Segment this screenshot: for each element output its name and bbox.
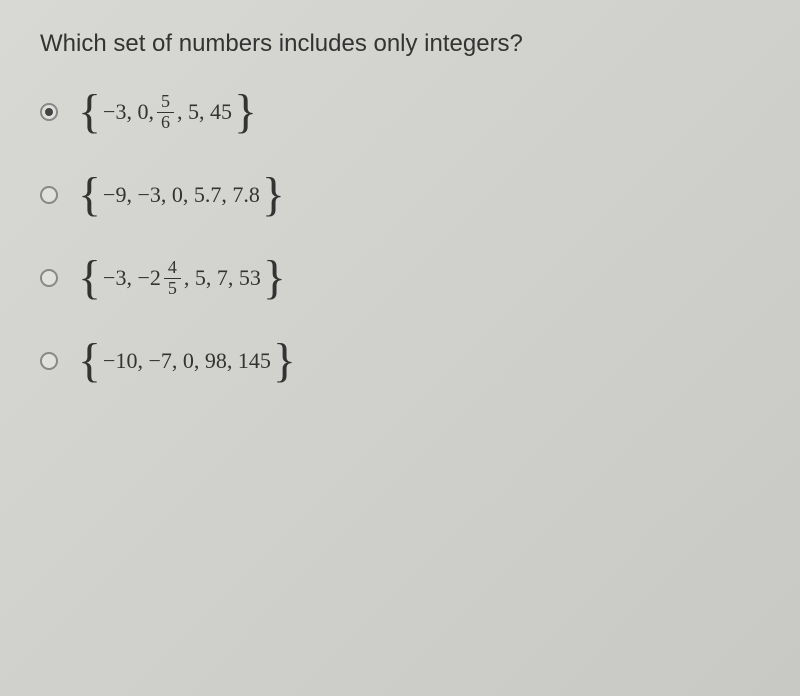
- option-d-expression: { −10, −7, 0, 98, 145 }: [78, 337, 296, 385]
- left-brace: {: [78, 88, 101, 136]
- option-a-part2: , 5, 45: [177, 99, 232, 125]
- option-a-part1: −3, 0,: [103, 99, 154, 125]
- right-brace: }: [262, 171, 285, 219]
- fraction-a-den: 6: [157, 113, 174, 133]
- radio-d[interactable]: [40, 352, 58, 370]
- left-brace: {: [78, 171, 101, 219]
- option-a[interactable]: { −3, 0, 5 6 , 5, 45 }: [40, 88, 760, 136]
- option-c-expression: { −3, −2 4 5 , 5, 7, 53 }: [78, 254, 286, 302]
- options-container: { −3, 0, 5 6 , 5, 45 } { −9, −3, 0, 5.7,…: [40, 88, 760, 385]
- set-content-a: −3, 0, 5 6 , 5, 45: [101, 92, 234, 133]
- radio-b[interactable]: [40, 186, 58, 204]
- option-d-content: −10, −7, 0, 98, 145: [103, 348, 271, 374]
- fraction-a-num: 5: [157, 92, 174, 113]
- fraction-c-num: 4: [164, 258, 181, 279]
- left-brace: {: [78, 254, 101, 302]
- right-brace: }: [263, 254, 286, 302]
- option-d[interactable]: { −10, −7, 0, 98, 145 }: [40, 337, 760, 385]
- left-brace: {: [78, 337, 101, 385]
- option-a-expression: { −3, 0, 5 6 , 5, 45 }: [78, 88, 257, 136]
- radio-c[interactable]: [40, 269, 58, 287]
- right-brace: }: [234, 88, 257, 136]
- fraction-a: 5 6: [157, 92, 174, 133]
- set-content-d: −10, −7, 0, 98, 145: [101, 348, 273, 374]
- option-b-content: −9, −3, 0, 5.7, 7.8: [103, 182, 260, 208]
- right-brace: }: [273, 337, 296, 385]
- option-c-part2: , 5, 7, 53: [184, 265, 261, 291]
- option-b[interactable]: { −9, −3, 0, 5.7, 7.8 }: [40, 171, 760, 219]
- question-text: Which set of numbers includes only integ…: [40, 30, 760, 58]
- fraction-c-den: 5: [164, 279, 181, 299]
- option-b-expression: { −9, −3, 0, 5.7, 7.8 }: [78, 171, 285, 219]
- mixed-number-c: 4 5: [161, 258, 184, 299]
- fraction-c: 4 5: [164, 258, 181, 299]
- set-content-c: −3, −2 4 5 , 5, 7, 53: [101, 258, 263, 299]
- option-c-part1: −3, −2: [103, 265, 161, 291]
- set-content-b: −9, −3, 0, 5.7, 7.8: [101, 182, 262, 208]
- option-c[interactable]: { −3, −2 4 5 , 5, 7, 53 }: [40, 254, 760, 302]
- radio-a[interactable]: [40, 103, 58, 121]
